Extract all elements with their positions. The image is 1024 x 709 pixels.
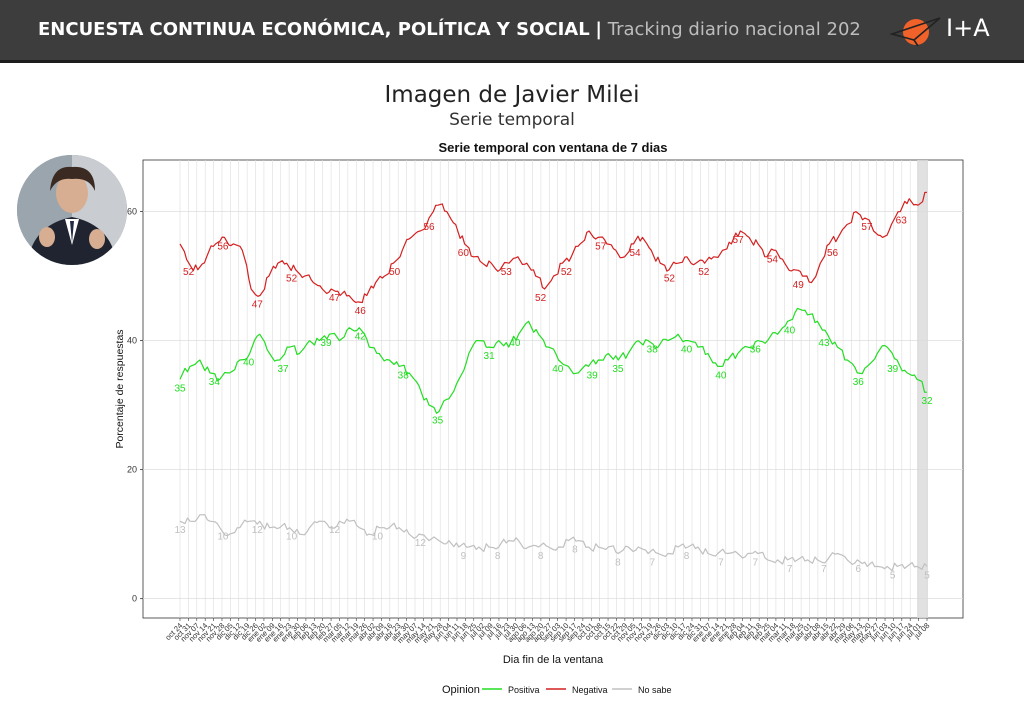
data-label: 38 xyxy=(647,345,659,356)
data-label: 36 xyxy=(853,377,865,388)
legend-label-positiva: Positiva xyxy=(508,685,540,695)
data-label: 6 xyxy=(856,564,862,575)
data-label: 8 xyxy=(684,551,690,562)
data-label: 37 xyxy=(277,364,289,375)
portrait-avatar xyxy=(17,155,127,265)
data-label: 7 xyxy=(649,557,655,568)
data-label: 39 xyxy=(587,370,599,381)
paper-plane-logo-icon xyxy=(889,17,941,47)
data-label: 39 xyxy=(887,364,899,375)
y-tick-label: 40 xyxy=(127,336,137,346)
y-tick-label: 0 xyxy=(132,594,137,604)
survey-name: ENCUESTA CONTINUA ECONÓMICA, POLÍTICA Y … xyxy=(38,19,590,40)
series-lines xyxy=(179,191,928,572)
data-label: 56 xyxy=(827,248,839,259)
data-label: 40 xyxy=(552,364,564,375)
data-label: 40 xyxy=(784,325,796,336)
data-label: 63 xyxy=(896,216,908,227)
highlight-band xyxy=(917,160,928,618)
data-label: 32 xyxy=(921,396,933,407)
data-label: 40 xyxy=(509,338,521,349)
data-label: 8 xyxy=(538,551,544,562)
header-bar: ENCUESTA CONTINUA ECONÓMICA, POLÍTICA Y … xyxy=(0,0,1024,63)
data-label: 7 xyxy=(821,564,827,575)
data-label: 54 xyxy=(767,254,779,265)
data-label: 8 xyxy=(572,545,578,556)
page-title: Imagen de Javier Milei xyxy=(384,82,640,108)
data-label: 47 xyxy=(252,299,264,310)
data-label: 10 xyxy=(217,532,229,543)
data-label: 57 xyxy=(595,241,607,252)
data-label: 43 xyxy=(818,338,830,349)
data-label: 46 xyxy=(355,306,367,317)
data-label: 35 xyxy=(612,364,624,375)
data-label: 52 xyxy=(698,267,710,278)
data-label: 60 xyxy=(458,248,470,259)
data-label: 57 xyxy=(861,222,873,233)
data-label: 52 xyxy=(183,267,195,278)
data-label: 12 xyxy=(329,525,341,536)
data-label: 40 xyxy=(243,358,255,369)
data-label: 10 xyxy=(372,532,384,543)
x-axis-label: Dia fin de la ventana xyxy=(503,654,604,666)
data-label: 7 xyxy=(787,564,793,575)
positiva-line xyxy=(179,307,928,414)
data-label: 52 xyxy=(286,274,298,285)
data-label: 50 xyxy=(389,267,401,278)
data-label: 10 xyxy=(286,532,298,543)
vertical-gridlines xyxy=(179,160,928,618)
data-label: 42 xyxy=(355,332,367,343)
data-label: 56 xyxy=(423,222,435,233)
data-label: 9 xyxy=(461,551,467,562)
data-label: 52 xyxy=(535,293,547,304)
data-label: 12 xyxy=(252,525,264,536)
data-label: 38 xyxy=(398,370,410,381)
data-label: 52 xyxy=(561,267,573,278)
legend-label-negativa: Negativa xyxy=(572,685,608,695)
data-label: 49 xyxy=(793,280,805,291)
data-labels: 35 34 40 37 39 42 38 35 31 40 40 39 35 38 40 40 36 40 43 36… xyxy=(174,216,933,582)
data-label: 13 xyxy=(174,525,186,536)
data-label: 52 xyxy=(664,274,676,285)
y-tick-label: 60 xyxy=(127,207,137,217)
data-label: 5 xyxy=(924,570,930,581)
data-label: 53 xyxy=(501,267,513,278)
page-subtitle: Serie temporal xyxy=(449,110,575,130)
data-label: 47 xyxy=(329,293,341,304)
data-label: 7 xyxy=(752,557,758,568)
data-label: 56 xyxy=(217,241,229,252)
data-label: 12 xyxy=(415,538,427,549)
nosabe-line xyxy=(179,514,928,572)
y-axis-label: Porcentaje de respuestas xyxy=(114,329,126,448)
data-label: 35 xyxy=(432,416,444,427)
data-label: 8 xyxy=(615,557,621,568)
y-axis-ticks: 0 20 40 60 xyxy=(127,207,143,604)
data-label: 39 xyxy=(320,338,332,349)
brand-logo-text: I+A xyxy=(946,14,990,42)
data-label: 54 xyxy=(630,248,642,259)
data-label: 57 xyxy=(733,235,745,246)
data-label: 34 xyxy=(209,377,221,388)
data-label: 7 xyxy=(718,557,724,568)
data-label: 35 xyxy=(174,383,186,394)
data-label: 40 xyxy=(715,370,727,381)
data-label: 36 xyxy=(750,345,762,356)
y-tick-label: 20 xyxy=(127,465,137,475)
legend: Opinion Positiva Negativa No sabe xyxy=(442,684,672,696)
header-title: ENCUESTA CONTINUA ECONÓMICA, POLÍTICA Y … xyxy=(38,19,861,40)
data-label: 31 xyxy=(484,351,496,362)
header-separator: | xyxy=(595,19,602,40)
data-label: 40 xyxy=(681,345,693,356)
chart-title: Serie temporal con ventana de 7 dias xyxy=(438,140,667,155)
negativa-line xyxy=(179,191,928,304)
legend-label-nosabe: No sabe xyxy=(638,685,672,695)
data-label: 5 xyxy=(890,570,896,581)
header-subtitle: Tracking diario nacional 202 xyxy=(607,19,861,40)
data-label: 8 xyxy=(495,551,501,562)
legend-title: Opinion xyxy=(442,684,480,696)
horizontal-gridlines xyxy=(143,211,963,600)
